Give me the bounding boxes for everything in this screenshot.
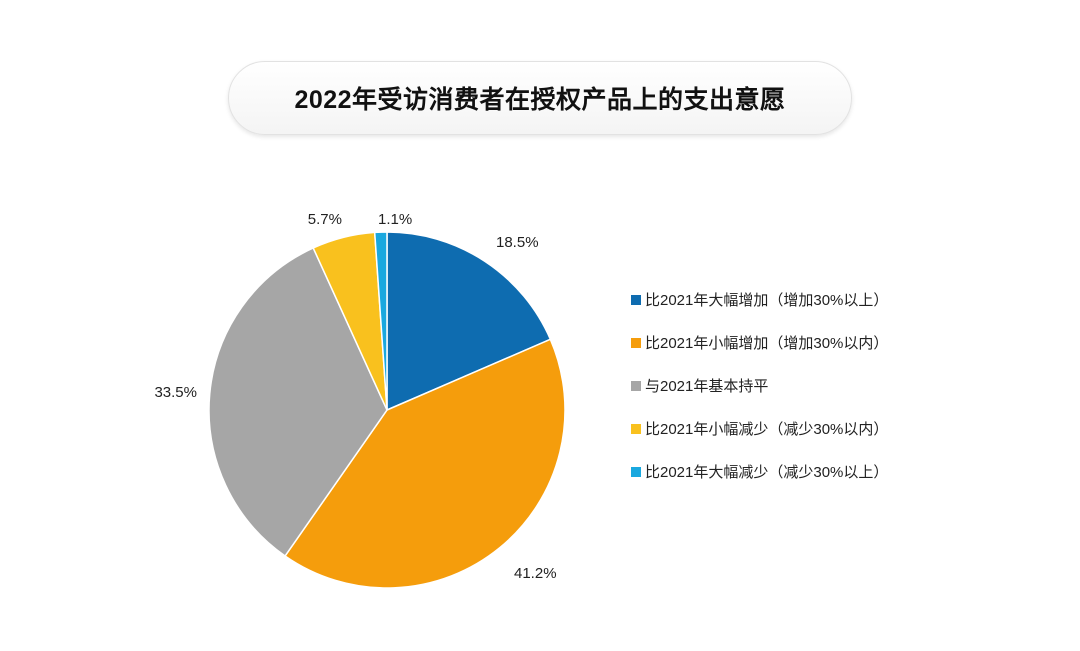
pie-slice-2 <box>284 338 566 589</box>
chart-title: 2022年受访消费者在授权产品上的支出意愿 <box>294 86 786 114</box>
legend-swatch-2 <box>631 338 641 348</box>
legend-swatch-5 <box>631 467 641 477</box>
legend: 比2021年大幅增加（增加30%以上） 比2021年小幅增加（增加30%以内） 与2… <box>631 292 888 481</box>
legend-label-2: 比2021年小幅增加（增加30%以内） <box>645 335 888 352</box>
slice-labels: 18.5% 41.2% 33.5% 5.7% 1.1% <box>154 211 556 582</box>
chart-title-box: 2022年受访消费者在授权产品上的支出意愿 <box>228 61 852 135</box>
pie-slice-5 <box>373 231 388 411</box>
slice-label-4: 5.7% <box>308 211 342 228</box>
pie-slices <box>208 231 566 589</box>
legend-label-3: 与2021年基本持平 <box>645 378 768 395</box>
legend-label-4: 比2021年小幅减少（减少30%以内） <box>645 421 888 438</box>
slice-label-5: 1.1% <box>378 211 412 228</box>
pie-slice-3 <box>208 247 388 557</box>
legend-swatch-3 <box>631 381 641 391</box>
pie-slice-1 <box>386 231 552 412</box>
slice-label-2: 41.2% <box>514 565 557 582</box>
legend-swatch-1 <box>631 295 641 305</box>
legend-label-1: 比2021年大幅增加（增加30%以上） <box>645 292 888 309</box>
slice-label-3: 33.5% <box>154 384 197 401</box>
legend-swatch-4 <box>631 424 641 434</box>
legend-label-5: 比2021年大幅减少（减少30%以上） <box>645 464 888 481</box>
slice-label-1: 18.5% <box>496 234 539 251</box>
